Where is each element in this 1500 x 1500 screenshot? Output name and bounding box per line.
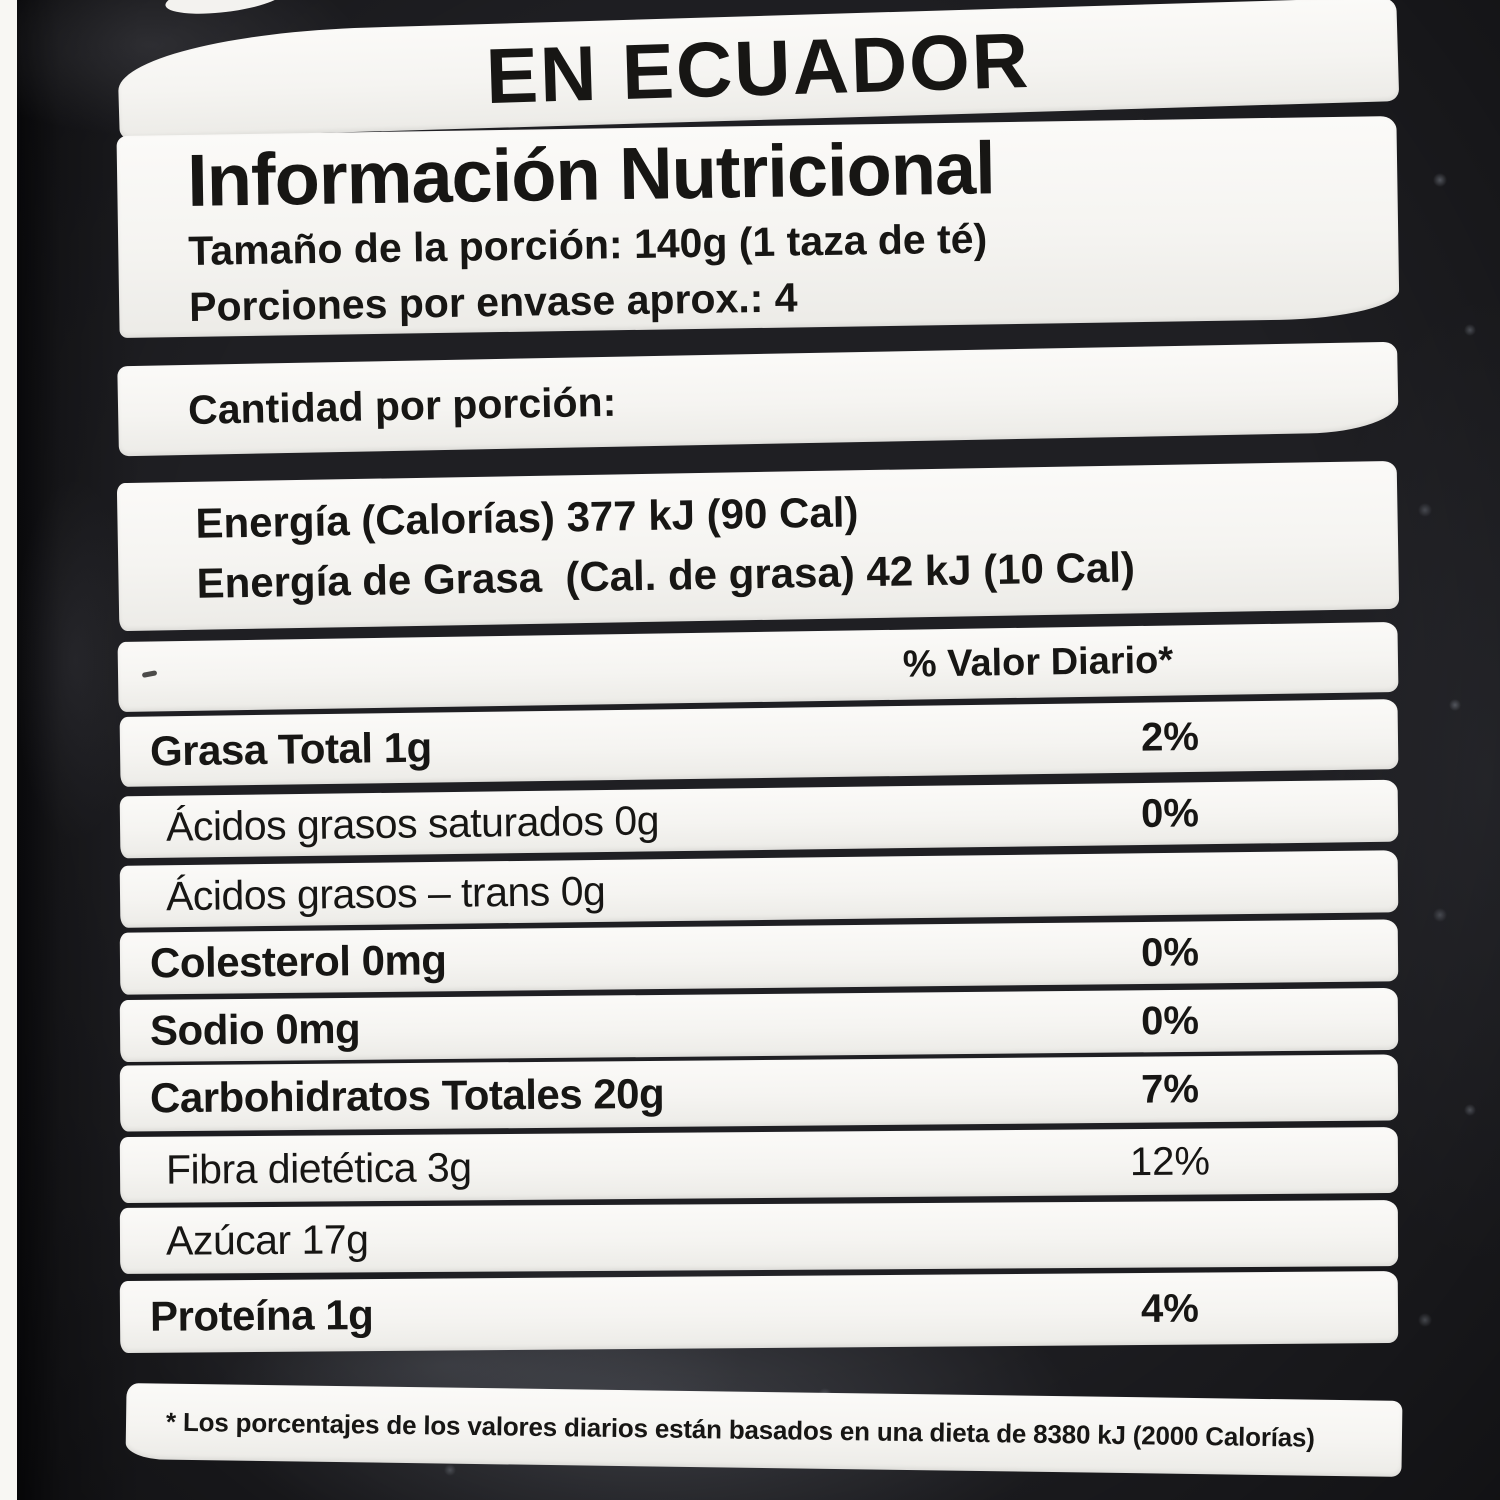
nutrient-row-sugar: Azúcar 17g <box>119 1200 1399 1274</box>
nutrient-label: Fibra dietética 3g <box>165 1143 472 1193</box>
nutrient-daily-value: 2% <box>1140 714 1200 760</box>
nutrient-row-sodium: Sodio 0mg 0% <box>119 987 1399 1063</box>
nutrient-daily-value: 0% <box>1140 790 1200 836</box>
nutrient-label: Ácidos grasos – trans 0g <box>165 867 606 919</box>
nutrient-label: Colesterol 0mg <box>149 936 447 987</box>
energy-panel: Energía (Calorías) 377 kJ (90 Cal) Energ… <box>116 460 1400 632</box>
nutrient-daily-value: 4% <box>1140 1286 1200 1331</box>
nutrient-daily-value: 12% <box>1129 1138 1211 1184</box>
nutrient-daily-value: 0% <box>1140 998 1200 1043</box>
nutrient-row-saturated-fat: Ácidos grasos saturados 0g 0% <box>119 779 1399 859</box>
nutrient-daily-value <box>1040 882 1300 885</box>
amount-per-serving-label: Cantidad por porción: <box>187 378 617 433</box>
nutrient-row-cholesterol: Colesterol 0mg 0% <box>119 919 1399 995</box>
nutrient-label: Azúcar 17g <box>165 1215 369 1264</box>
stray-ink-mark <box>141 670 158 678</box>
daily-value-footnote: * Los porcentajes de los valores diarios… <box>125 1383 1403 1477</box>
nutrient-label: Grasa Total 1g <box>149 723 433 775</box>
nutrient-daily-value: 0% <box>1140 929 1200 975</box>
banner-text: EN ECUADOR <box>484 15 1032 120</box>
cropped-print-fragment <box>163 0 287 20</box>
nutrient-label: Proteína 1g <box>149 1291 374 1340</box>
nutrient-daily-value: 7% <box>1140 1066 1200 1112</box>
nutrient-label: Carbohidratos Totales 20g <box>149 1069 665 1122</box>
nutrition-header-panel: Información Nutricional Tamaño de la por… <box>116 115 1400 339</box>
photo-left-edge <box>0 0 17 1500</box>
daily-value-header-row: % Valor Diario* <box>117 621 1399 713</box>
nutrient-label: Sodio 0mg <box>149 1004 361 1054</box>
nutrient-row-total-fat: Grasa Total 1g 2% <box>119 699 1399 787</box>
nutrient-row-protein: Proteína 1g 4% <box>119 1270 1399 1354</box>
nutrient-row-total-carbs: Carbohidratos Totales 20g 7% <box>119 1054 1399 1132</box>
footnote-text: * Los porcentajes de los valores diarios… <box>165 1406 1315 1453</box>
nutrient-daily-value <box>1040 1234 1300 1236</box>
daily-value-header: % Valor Diario* <box>902 638 1174 686</box>
nutrient-row-trans-fat: Ácidos grasos – trans 0g <box>119 850 1399 928</box>
nutrient-row-dietary-fiber: Fibra dietética 3g 12% <box>119 1126 1399 1204</box>
amount-per-serving-panel: Cantidad por porción: <box>117 341 1399 457</box>
nutrient-label: Ácidos grasos saturados 0g <box>165 796 660 850</box>
